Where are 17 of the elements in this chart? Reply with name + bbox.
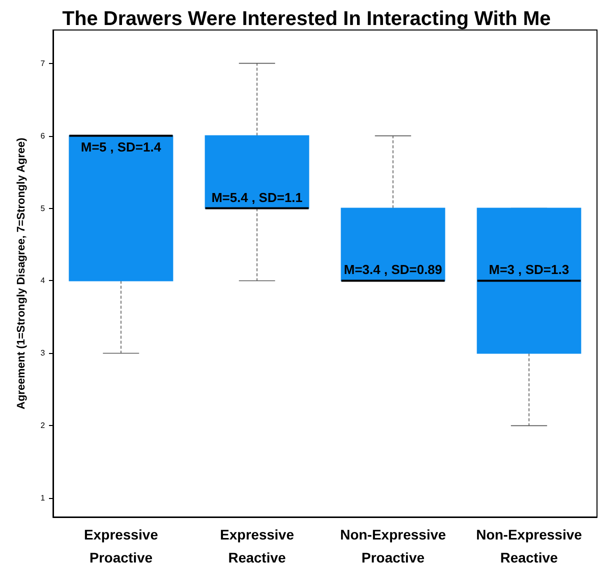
chart-title: The Drawers Were Interested In Interacting With Me bbox=[62, 8, 551, 30]
y-tick-label: 6 bbox=[40, 131, 46, 140]
y-tick-label: 5 bbox=[40, 204, 46, 213]
y-tick-label: 3 bbox=[40, 348, 46, 358]
annotation: M=5 , SD=1.4 bbox=[80, 139, 162, 154]
annotation: M=3 , SD=1.3 bbox=[488, 262, 570, 278]
x-tick-label: Non-Expressive Reactive bbox=[476, 526, 582, 566]
y-tick-label: 4 bbox=[40, 276, 46, 286]
annotation: M=3.4 , SD=0.89 bbox=[344, 262, 442, 278]
annotation: M=5.4 , SD=1.1 bbox=[211, 190, 303, 205]
x-tick-label: Non-Expressive Proactive bbox=[340, 526, 446, 566]
x-tick-label: Expressive Proactive bbox=[84, 526, 158, 566]
y-tick-label: 1 bbox=[40, 494, 46, 503]
y-tick-label: 7 bbox=[40, 58, 46, 68]
x-tick-label: Expressive Reactive bbox=[220, 526, 294, 566]
y-axis-title: Agreement (1=Strongly Disagree, 7=Strongly Agree) bbox=[16, 137, 28, 410]
y-tick-label: 2 bbox=[40, 421, 46, 430]
